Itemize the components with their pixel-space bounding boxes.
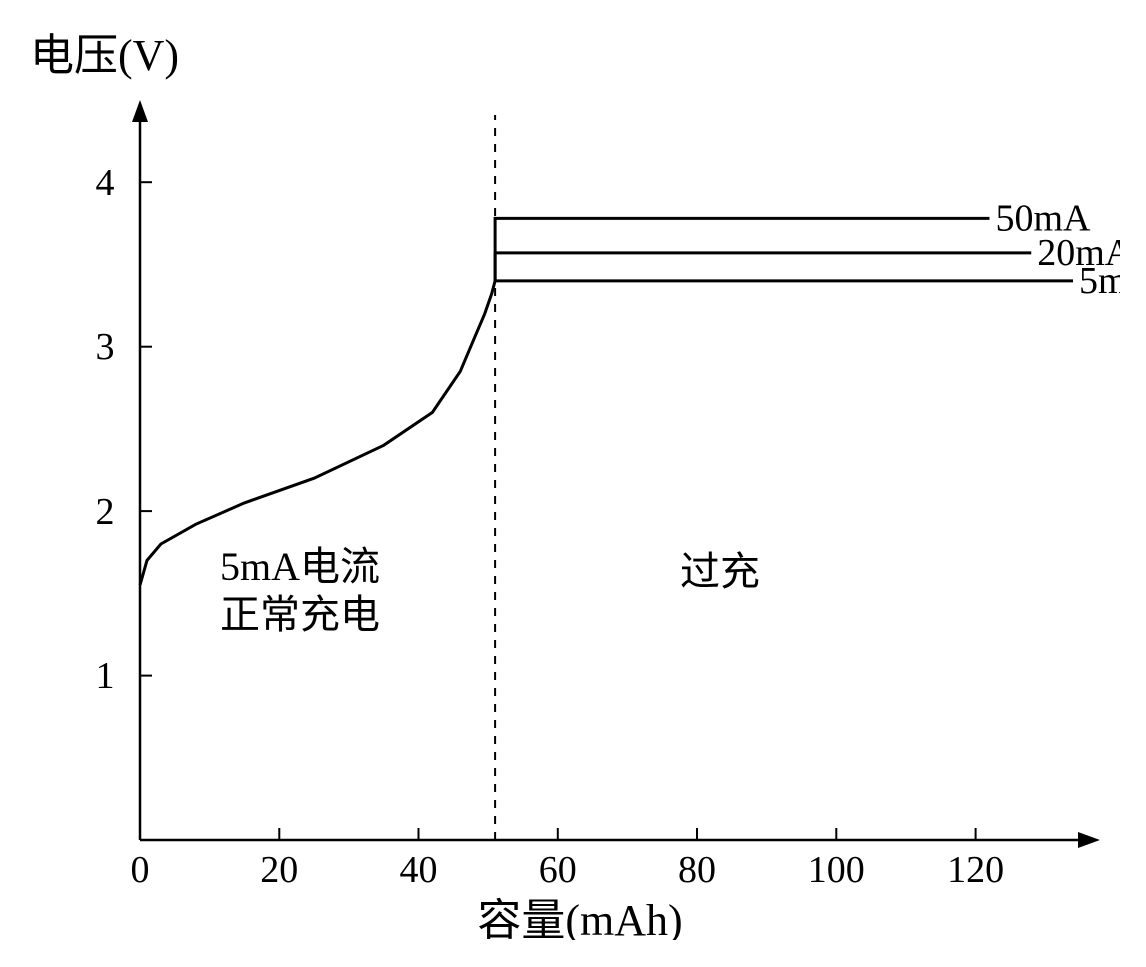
y-axis-arrow: [132, 100, 148, 122]
left-annotation-line2: 正常充电: [220, 592, 380, 637]
x-tick-label-0: 0: [131, 849, 150, 891]
x-tick-label-60: 60: [539, 849, 577, 891]
x-tick-label-120: 120: [947, 849, 1004, 891]
y-tick-label-1: 1: [96, 655, 115, 697]
y-tick-label-2: 2: [96, 491, 115, 533]
overcharge-line-20ma: [495, 253, 1031, 281]
x-tick-label-40: 40: [400, 849, 438, 891]
chart-container: 电压(V) 1 2 3 4 0 20 40 60 80 100 120 容量(m…: [20, 20, 1120, 940]
y-tick-label-3: 3: [96, 326, 115, 368]
overcharge-line-50ma: [495, 218, 989, 280]
x-axis-arrow: [1078, 832, 1100, 848]
x-ticks: 0 20 40 60 80 100 120: [131, 828, 1005, 891]
chart-svg: 电压(V) 1 2 3 4 0 20 40 60 80 100 120 容量(m…: [20, 20, 1120, 940]
series-label-5ma: 5mA: [1079, 260, 1120, 302]
y-tick-label-4: 4: [96, 162, 115, 204]
x-tick-label-20: 20: [260, 849, 298, 891]
x-tick-label-80: 80: [678, 849, 716, 891]
y-axis-title: 电压(V): [30, 31, 179, 80]
right-annotation: 过充: [680, 549, 760, 594]
x-axis-title: 容量(mAh): [477, 896, 682, 940]
x-tick-label-100: 100: [808, 849, 865, 891]
left-annotation-line1: 5mA电流: [220, 544, 380, 589]
normal-charge-curve: [140, 281, 495, 585]
y-ticks: 1 2 3 4: [96, 162, 153, 697]
